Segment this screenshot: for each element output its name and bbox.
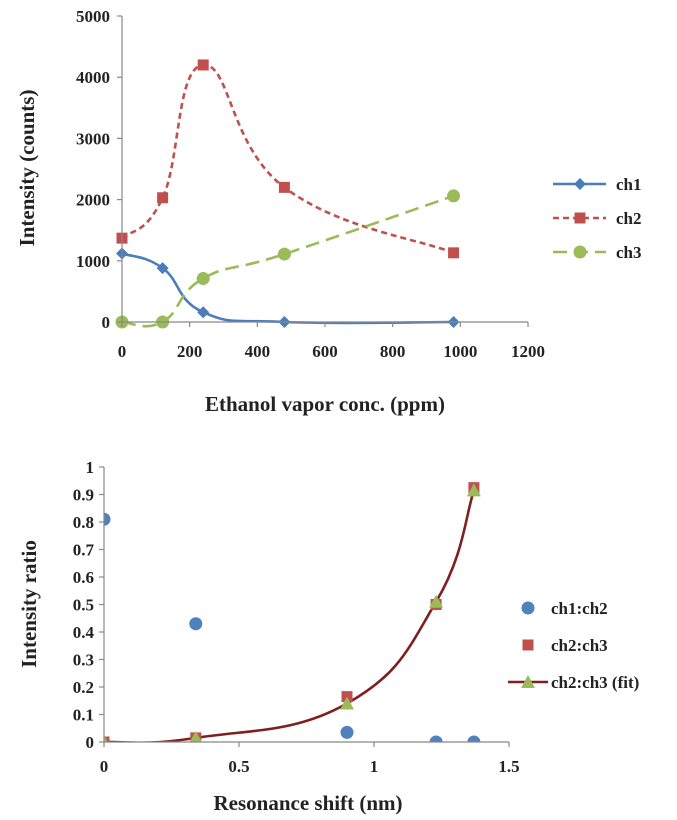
- data-point-ch2:ch3 (fit): [189, 730, 202, 742]
- series-line-ch2: [121, 63, 455, 255]
- legend-marker-ch1:ch2: [521, 601, 535, 615]
- chart-1-y-tick-label: 5000: [76, 7, 110, 26]
- data-point-ch2:ch3 (fit): [104, 735, 108, 742]
- chart-1-ticks: 0 1000 2000 3000 4000 5000 0 200 400 600 800 1000 12…: [76, 7, 545, 361]
- chart-1-axes: [117, 15, 529, 327]
- data-point-ch1: [197, 306, 210, 319]
- chart-2-x-tick-label: 0.5: [228, 757, 249, 776]
- legend-label-ch1: ch1: [616, 175, 642, 194]
- chart-1-plot: [115, 59, 461, 329]
- legend-marker-ch2:ch3 (fit): [521, 675, 535, 688]
- data-point-ch3: [447, 189, 461, 203]
- chart-2-y-tick-label: 0.3: [73, 651, 94, 670]
- legend-label-ch2:ch3 (fit): ch2:ch3 (fit): [551, 673, 639, 692]
- legend-label-ch2: ch2: [616, 209, 642, 228]
- legend-label-ch3: ch3: [616, 243, 642, 262]
- legend-marker-ch3: [573, 245, 587, 259]
- data-point-ch1:ch2: [104, 512, 111, 526]
- data-point-ch1: [156, 262, 169, 275]
- chart-1-y-tick-label: 0: [102, 313, 111, 332]
- chart-1-x-tick-label: 800: [380, 342, 406, 361]
- chart-2-y-axis-title: Intensity ratio: [17, 540, 41, 668]
- chart-2-y-tick-label: 0: [86, 733, 95, 752]
- data-point-ch3: [196, 272, 210, 286]
- chart-1-x-axis-title: Ethanol vapor conc. (ppm): [205, 392, 445, 416]
- chart-2-y-tick-label: 0.4: [73, 623, 95, 642]
- series-line-ch1: [121, 252, 454, 325]
- chart-2-axes: [99, 466, 510, 747]
- data-point-ch2: [197, 59, 209, 71]
- chart-2-y-tick-label: 1: [86, 458, 95, 477]
- data-point-ch2: [157, 192, 169, 204]
- chart-1-x-tick-label: 600: [312, 342, 338, 361]
- chart-2-x-axis-title: Resonance shift (nm): [214, 791, 403, 815]
- legend-marker-ch2: [574, 212, 586, 224]
- chart-2-y-tick-label: 0.2: [73, 678, 94, 697]
- chart-2-y-tick-label: 0.8: [73, 513, 94, 532]
- data-point-ch2:ch3: [104, 736, 110, 742]
- chart-1-y-tick-label: 2000: [76, 191, 110, 210]
- chart-1-y-tick-label: 3000: [76, 129, 110, 148]
- chart-1-x-tick-label: 200: [177, 342, 203, 361]
- chart-2-y-tick-label: 0.9: [73, 486, 94, 505]
- chart-2-x-tick-label: 1: [370, 757, 379, 776]
- data-point-ch2:ch3 (fit): [340, 696, 354, 710]
- chart-2-ticks: 0 0.1 0.2 0.3 0.4 0.5 0.6 0.7 0.8 0.9 1 0 0.5 1 1.5: [73, 458, 520, 776]
- chart-1-x-tick-label: 1000: [443, 342, 477, 361]
- data-point-ch2: [278, 181, 290, 193]
- series-line-ch2:ch3 (fit): [104, 489, 476, 742]
- data-point-ch1:ch2: [189, 617, 203, 631]
- chart-1-y-tick-label: 1000: [76, 252, 110, 271]
- data-point-ch3: [277, 247, 291, 261]
- data-point-ch2: [448, 247, 460, 259]
- data-point-ch1:ch2: [429, 735, 443, 742]
- data-point-ch2:ch3 (fit): [466, 483, 481, 497]
- chart-1-y-tick-label: 4000: [76, 68, 110, 87]
- chart-2-y-tick-label: 0.5: [73, 596, 94, 615]
- chart-2: 0 0.1 0.2 0.3 0.4 0.5 0.6 0.7 0.8 0.9 1 0 0.5 1 1.5 Re…: [17, 458, 639, 815]
- legend-label-ch1:ch2: ch1:ch2: [551, 599, 608, 618]
- chart-2-y-tick-label: 0.1: [73, 706, 94, 725]
- legend-marker-ch2:ch3: [522, 639, 534, 651]
- chart-2-x-tick-label: 1.5: [498, 757, 519, 776]
- legend-marker-ch1: [574, 178, 586, 190]
- data-point-ch1:ch2: [340, 725, 354, 739]
- chart-1-y-axis-title: Intensity (counts): [15, 90, 39, 247]
- chart-2-x-tick-label: 0: [100, 757, 109, 776]
- chart-2-y-tick-label: 0.6: [73, 568, 94, 587]
- chart-1: 0 1000 2000 3000 4000 5000 0 200 400 600 800 1000 12…: [15, 7, 642, 416]
- chart-1-legend: ch1 ch2 ch3: [553, 175, 642, 262]
- data-point-ch1:ch2: [467, 735, 481, 742]
- chart-1-x-tick-label: 400: [245, 342, 271, 361]
- legend-label-ch2:ch3: ch2:ch3: [551, 636, 608, 655]
- chart-2-plot: [104, 482, 481, 742]
- chart-2-y-tick-label: 0.7: [73, 541, 95, 560]
- chart-1-x-tick-label: 1200: [511, 342, 545, 361]
- chart-2-legend: ch1:ch2 ch2:ch3 ch2:ch3 (fit): [508, 599, 639, 692]
- series-line-ch3: [121, 194, 455, 328]
- chart-1-x-tick-label: 0: [118, 342, 127, 361]
- data-point-ch2:ch3 (fit): [429, 594, 444, 608]
